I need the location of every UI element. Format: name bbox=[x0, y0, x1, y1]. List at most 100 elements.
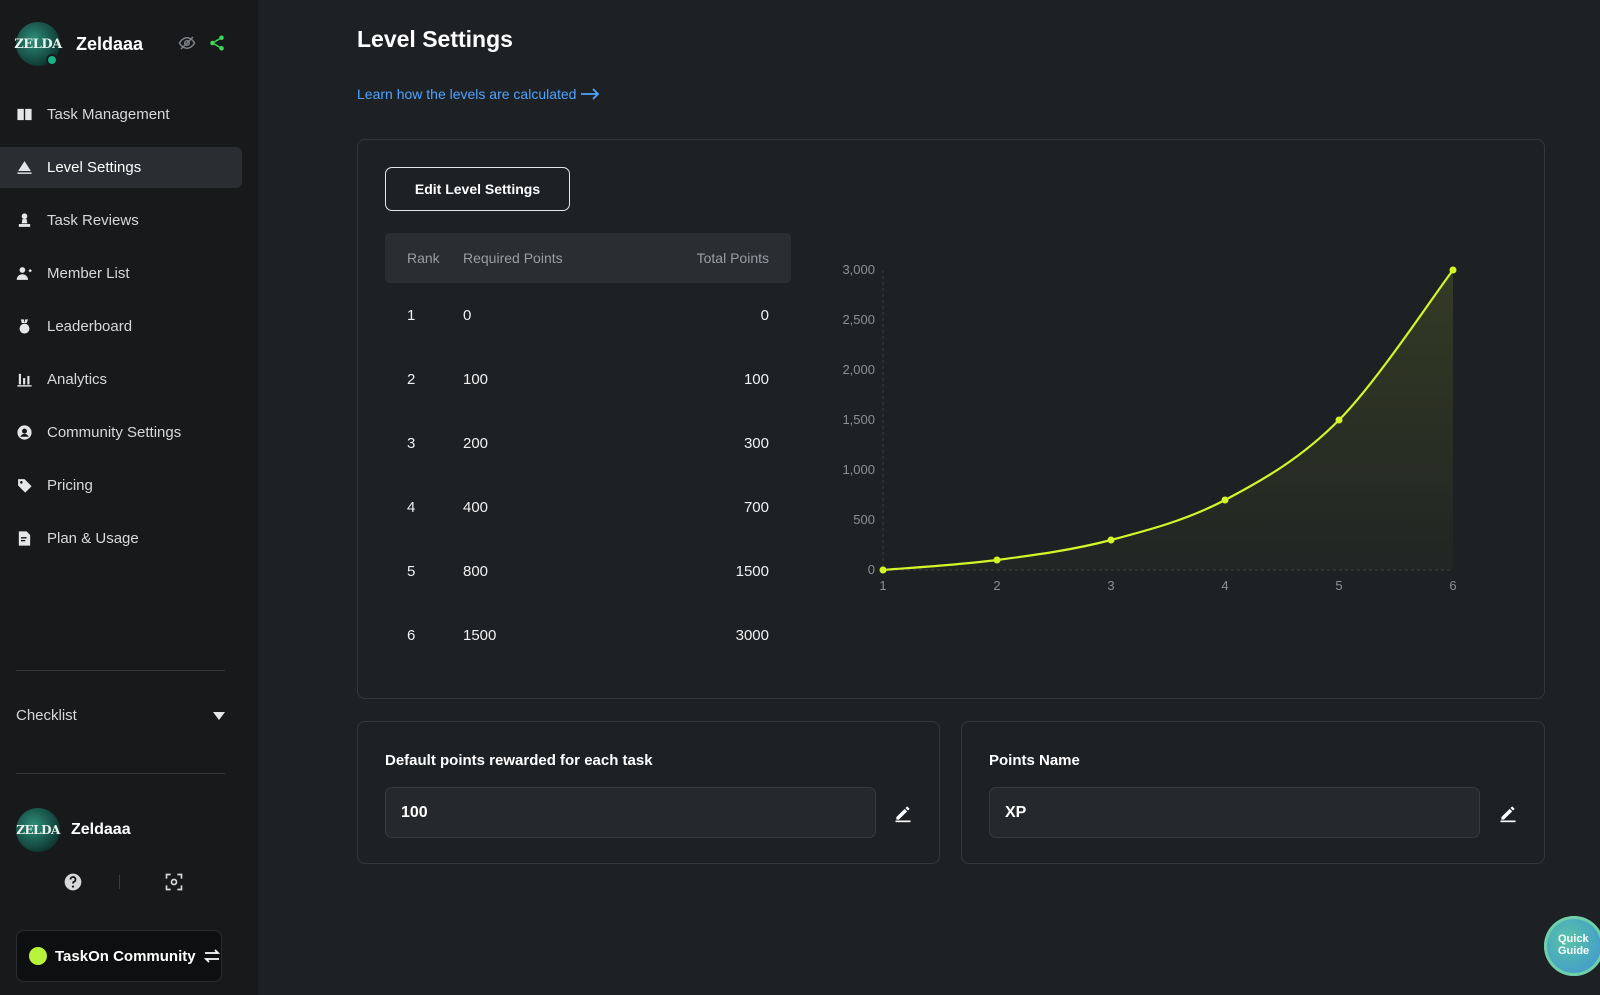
points-name-field: XP bbox=[989, 787, 1480, 838]
help-icon[interactable] bbox=[63, 872, 83, 892]
table-row: 4 400 700 bbox=[385, 475, 791, 539]
utility-bar bbox=[63, 872, 184, 892]
edit-pencil-icon[interactable] bbox=[893, 803, 913, 823]
total-points-cell: 0 bbox=[760, 306, 769, 324]
bar-chart-icon bbox=[17, 373, 32, 387]
total-points-cell: 300 bbox=[743, 434, 769, 452]
required-points-cell: 200 bbox=[463, 434, 489, 452]
learn-levels-link-label: Learn how the levels are calculated bbox=[357, 86, 577, 102]
learn-levels-link[interactable]: Learn how the levels are calculated bbox=[357, 86, 600, 102]
levels-table: Rank Required Points Total Points 1 0 0 … bbox=[385, 233, 791, 667]
sidebar-item-analytics[interactable]: Analytics bbox=[0, 359, 242, 400]
required-points-cell: 0 bbox=[463, 306, 472, 324]
data-point bbox=[1335, 416, 1343, 424]
sidebar-divider bbox=[16, 670, 225, 671]
y-tick-label: 3,000 bbox=[842, 262, 875, 277]
x-tick-label: 6 bbox=[1449, 578, 1456, 593]
table-header: Rank Required Points Total Points bbox=[385, 233, 791, 283]
stamp-icon bbox=[18, 213, 31, 227]
y-tick-label: 1,500 bbox=[842, 412, 875, 427]
tag-icon bbox=[18, 479, 32, 493]
share-icon[interactable] bbox=[208, 34, 226, 52]
rank-cell: 3 bbox=[407, 434, 416, 452]
level-icon bbox=[17, 161, 32, 174]
sidebar-item-label: Task Reviews bbox=[47, 212, 139, 229]
arrow-right-icon bbox=[581, 88, 600, 100]
data-point bbox=[1449, 266, 1457, 274]
total-points-cell: 1500 bbox=[735, 562, 769, 580]
sidebar-divider bbox=[16, 773, 225, 774]
sidebar-item-pricing[interactable]: Pricing bbox=[0, 465, 242, 506]
sidebar-item-task-reviews[interactable]: Task Reviews bbox=[0, 200, 242, 241]
data-point bbox=[1221, 496, 1229, 504]
sidebar-item-label: Plan & Usage bbox=[47, 530, 139, 547]
sidebar-item-task-management[interactable]: Task Management bbox=[0, 94, 242, 135]
y-tick-label: 2,000 bbox=[842, 362, 875, 377]
users-icon bbox=[16, 267, 32, 280]
points-name-label: Points Name bbox=[989, 752, 1080, 769]
series-line bbox=[882, 269, 1454, 572]
data-point bbox=[879, 566, 887, 574]
table-row: 3 200 300 bbox=[385, 411, 791, 475]
required-points-cell: 100 bbox=[463, 370, 489, 388]
sidebar-item-label: Analytics bbox=[47, 371, 108, 388]
sidebar-item-label: Member List bbox=[47, 265, 130, 282]
sidebar-item-plan-usage[interactable]: Plan & Usage bbox=[0, 518, 242, 559]
checklist-label: Checklist bbox=[16, 707, 77, 724]
data-point bbox=[993, 556, 1001, 564]
x-tick-label: 1 bbox=[879, 578, 886, 593]
sidebar-item-leaderboard[interactable]: Leaderboard bbox=[0, 306, 242, 347]
quick-guide-line-2: Guide bbox=[1558, 945, 1590, 957]
doc-edit-icon bbox=[18, 531, 31, 546]
x-tick-label: 2 bbox=[993, 578, 1000, 593]
rank-cell: 2 bbox=[407, 370, 416, 388]
page-title: Level Settings bbox=[357, 26, 513, 52]
taskon-logo-icon bbox=[29, 947, 47, 965]
table-row: 2 100 100 bbox=[385, 347, 791, 411]
required-points-cell: 1500 bbox=[463, 626, 497, 644]
quick-guide-line-1: Quick bbox=[1558, 933, 1589, 945]
brand: ZELDA Zeldaaa bbox=[14, 22, 226, 66]
book-icon bbox=[17, 108, 32, 121]
points-name-card: Points Name XP bbox=[961, 721, 1545, 864]
edit-pencil-icon[interactable] bbox=[1498, 803, 1518, 823]
avatar-text: ZELDA bbox=[16, 823, 60, 837]
avatar: ZELDA bbox=[16, 808, 60, 852]
user-profile[interactable]: ZELDA Zeldaaa bbox=[16, 808, 131, 852]
series-area bbox=[883, 270, 1453, 570]
checklist-toggle[interactable]: Checklist bbox=[16, 707, 225, 724]
level-settings-card: Edit Level Settings Rank Required Points… bbox=[357, 139, 1545, 699]
required-points-cell: 800 bbox=[463, 562, 489, 580]
y-tick-label: 1,000 bbox=[842, 462, 875, 477]
avatar-text: ZELDA bbox=[14, 36, 62, 52]
verified-icon bbox=[46, 54, 58, 66]
scan-icon[interactable] bbox=[164, 872, 184, 892]
community-switcher[interactable]: TaskOn Community bbox=[16, 930, 222, 982]
sidebar: ZELDA Zeldaaa Task Management Level Sett… bbox=[0, 0, 258, 995]
medal-icon bbox=[19, 319, 30, 334]
community-switcher-label: TaskOn Community bbox=[55, 947, 196, 965]
y-tick-label: 0 bbox=[868, 562, 875, 577]
sidebar-item-label: Pricing bbox=[47, 477, 93, 494]
rank-cell: 6 bbox=[407, 626, 416, 644]
table-row: 6 1500 3000 bbox=[385, 603, 791, 667]
sidebar-item-level-settings[interactable]: Level Settings bbox=[0, 147, 242, 188]
community-avatar[interactable]: ZELDA bbox=[14, 22, 62, 66]
y-tick-label: 500 bbox=[853, 512, 875, 527]
default-points-label: Default points rewarded for each task bbox=[385, 752, 653, 769]
eye-off-icon[interactable] bbox=[178, 34, 196, 52]
total-points-cell: 3000 bbox=[735, 626, 769, 644]
table-row: 1 0 0 bbox=[385, 283, 791, 347]
default-points-field: 100 bbox=[385, 787, 876, 838]
default-points-value: 100 bbox=[401, 803, 428, 821]
sidebar-item-label: Community Settings bbox=[47, 424, 182, 441]
sidebar-item-member-list[interactable]: Member List bbox=[0, 253, 242, 294]
quick-guide-button[interactable]: Quick Guide bbox=[1544, 916, 1600, 976]
sidebar-item-label: Leaderboard bbox=[47, 318, 133, 335]
sidebar-item-label: Level Settings bbox=[47, 159, 142, 176]
sidebar-item-community-settings[interactable]: Community Settings bbox=[0, 412, 242, 453]
y-tick-label: 2,500 bbox=[842, 312, 875, 327]
total-points-cell: 700 bbox=[743, 498, 769, 516]
utility-separator bbox=[119, 875, 120, 889]
edit-level-settings-button[interactable]: Edit Level Settings bbox=[385, 167, 570, 211]
